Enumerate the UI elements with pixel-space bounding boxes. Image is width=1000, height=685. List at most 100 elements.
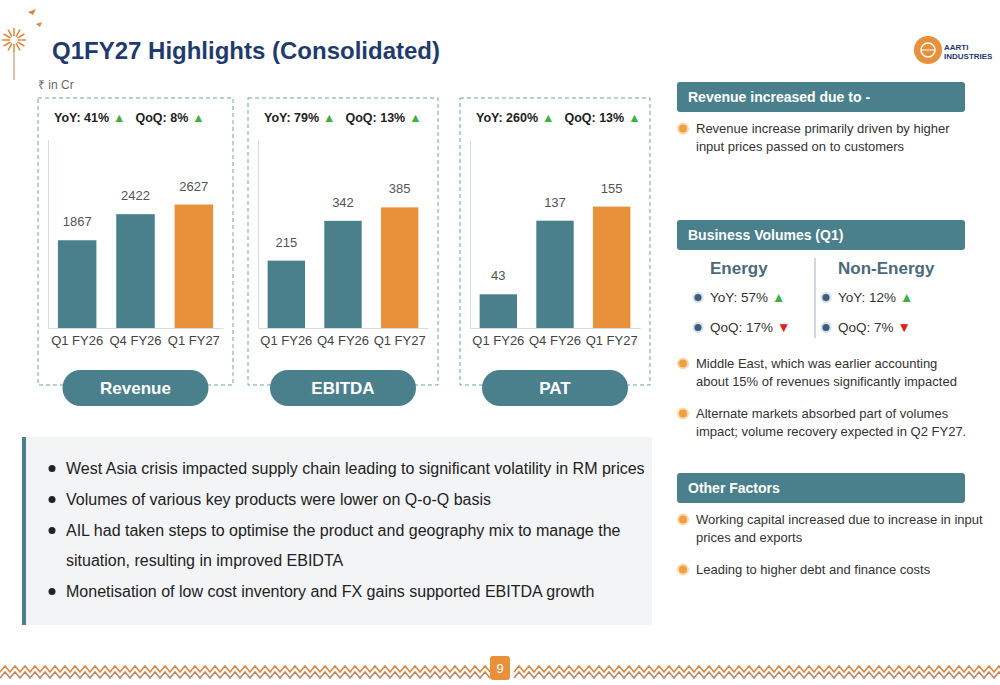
x-tick-label: Q1 FY27 bbox=[168, 333, 220, 348]
decoration-ray bbox=[16, 43, 20, 50]
x-tick: Q1 FY26 bbox=[260, 328, 312, 348]
data-label: 137 bbox=[544, 195, 566, 210]
x-tick-label: Q1 FY26 bbox=[51, 333, 103, 348]
y-axis-line bbox=[258, 141, 259, 329]
change-annotation: QoQ: 13%▲ bbox=[345, 111, 421, 125]
side-panel: Other FactorsWorking capital increased d… bbox=[677, 473, 983, 577]
group-heading: Energy bbox=[710, 259, 768, 278]
bar bbox=[324, 221, 361, 328]
highlights-background bbox=[22, 437, 652, 625]
volume-label: YoY: 12% bbox=[838, 290, 896, 305]
decoration-bird bbox=[28, 9, 36, 15]
data-label: 385 bbox=[389, 181, 411, 196]
highlight-text: Monetisation of low cost inventory and F… bbox=[66, 583, 594, 600]
decoration bbox=[2, 9, 42, 80]
x-tick: Q4 FY26 bbox=[109, 328, 161, 348]
highlight-text: West Asia crisis impacted supply chain l… bbox=[66, 460, 645, 477]
volume-label: QoQ: 7% bbox=[838, 320, 894, 335]
footer-pattern bbox=[0, 672, 490, 678]
chart-title: Revenue bbox=[100, 379, 171, 398]
logo-globe-line bbox=[921, 50, 935, 51]
page-number: 9 bbox=[496, 661, 503, 676]
bar bbox=[536, 221, 573, 328]
x-axis-line bbox=[49, 328, 224, 329]
highlights-accent bbox=[22, 437, 26, 625]
item-dot bbox=[694, 293, 703, 302]
volume-item: YoY: 12%▲ bbox=[838, 290, 913, 305]
decoration-ray bbox=[2, 39, 10, 41]
chart-title-pill bbox=[482, 370, 628, 406]
panel-bullet-text: Revenue increase primarily driven by hig… bbox=[696, 121, 950, 136]
data-label: 43 bbox=[491, 268, 505, 283]
x-tick-label: Q4 FY26 bbox=[109, 333, 161, 348]
panel-bullet-text: Alternate markets absorbed part of volum… bbox=[696, 406, 949, 421]
decoration-ray bbox=[16, 30, 20, 37]
chart-frame bbox=[460, 98, 650, 385]
footer-pattern bbox=[514, 666, 1000, 672]
bars bbox=[58, 205, 213, 328]
data-label: 155 bbox=[601, 181, 623, 196]
x-tick: Q1 FY27 bbox=[168, 328, 220, 348]
panel-bullet-text: input prices passed on to customers bbox=[696, 139, 905, 154]
change-annotation: YoY: 260%▲ bbox=[476, 111, 554, 125]
y-axis bbox=[470, 141, 471, 329]
panel-bullet-text: impact; volume recovery expected in Q2 F… bbox=[696, 424, 966, 439]
decoration-ray bbox=[13, 44, 15, 52]
decoration-ray bbox=[17, 42, 24, 46]
x-tick-label: Q1 FY27 bbox=[586, 333, 638, 348]
x-tick: Q1 FY27 bbox=[374, 328, 426, 348]
chart-frame bbox=[248, 98, 438, 385]
side-panel: Revenue increased due to - Revenue increa… bbox=[677, 82, 965, 154]
bar bbox=[268, 261, 305, 328]
change-annotation: QoQ: 13%▲ bbox=[564, 111, 640, 125]
change-annotation: YoY: 79% ▲ bbox=[264, 111, 335, 125]
bullet-dot bbox=[678, 565, 688, 575]
bullet-dot bbox=[678, 515, 688, 525]
change-label: YoY: 41% bbox=[54, 111, 109, 125]
bar bbox=[175, 205, 214, 328]
chart-title-pill bbox=[270, 370, 416, 406]
chart-panel: YoY: 79%▲QoQ: 13%▲215342385Q1 FY26Q4 FY2… bbox=[248, 98, 438, 406]
slide: Q1FY27 Highlights (Consolidated)₹ in CrA… bbox=[0, 0, 1000, 685]
volume-label: QoQ: 17% bbox=[710, 320, 773, 335]
group-heading: Non-Energy bbox=[838, 259, 935, 278]
highlight-text: AIL had taken steps to optimise the prod… bbox=[66, 522, 621, 539]
item-dot bbox=[822, 293, 831, 302]
panel-header bbox=[677, 82, 965, 112]
x-tick-label: Q4 FY26 bbox=[317, 333, 369, 348]
decoration-stem bbox=[14, 52, 15, 80]
bullet-dot bbox=[49, 527, 56, 534]
group-divider bbox=[815, 258, 816, 338]
x-axis: Q1 FY26 Q4 FY26 Q1 FY27 bbox=[259, 328, 429, 348]
x-tick: Q4 FY26 bbox=[529, 328, 581, 348]
decoration-ray bbox=[18, 39, 26, 41]
change-annotation: YoY: 41% ▲ bbox=[54, 111, 125, 125]
footer: 9 bbox=[0, 656, 1000, 680]
item-dot bbox=[694, 323, 703, 332]
bar bbox=[480, 294, 517, 328]
x-tick-label: Q1 FY27 bbox=[374, 333, 426, 348]
chart-title-pill bbox=[63, 370, 209, 406]
x-tick: Q4 FY26 bbox=[317, 328, 369, 348]
logo-text: AARTI bbox=[944, 43, 968, 52]
panel-heading: Revenue increased due to - bbox=[688, 89, 870, 105]
decoration-ray bbox=[13, 28, 15, 36]
x-axis: Q1 FY26 Q4 FY26 Q1 FY27 bbox=[49, 328, 224, 348]
data-label: 342 bbox=[332, 195, 354, 210]
x-tick: Q1 FY26 bbox=[472, 328, 524, 348]
bullet-dot bbox=[49, 465, 56, 472]
x-tick: Q1 FY26 bbox=[51, 328, 103, 348]
panel-header bbox=[677, 220, 965, 250]
change-label: YoY: 79% bbox=[264, 111, 319, 125]
volume-trend: ▲ bbox=[772, 290, 785, 305]
x-axis-line bbox=[259, 328, 429, 329]
volume-trend: ▼ bbox=[898, 320, 911, 335]
change-trend: ▲ bbox=[113, 111, 125, 125]
bars bbox=[268, 207, 419, 328]
unit-label: ₹ in Cr bbox=[38, 78, 74, 92]
data-label: 2627 bbox=[179, 179, 208, 194]
panel-bullet-text: Middle East, which was earlier accountin… bbox=[696, 356, 937, 371]
change-trend: ▲ bbox=[323, 111, 335, 125]
bars bbox=[480, 207, 631, 328]
decoration-bird bbox=[36, 22, 42, 27]
